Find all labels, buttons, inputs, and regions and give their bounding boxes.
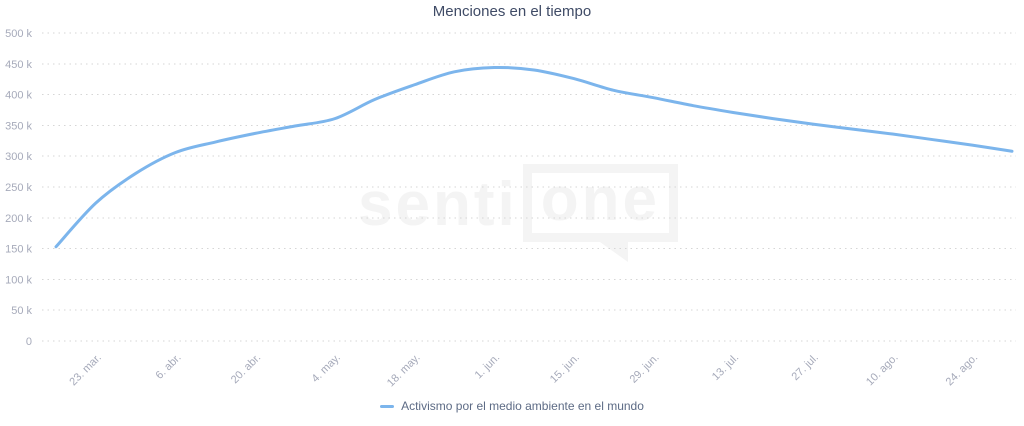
legend[interactable]: Activismo por el medio ambiente en el mu… [0,399,1024,413]
y-axis-label: 100 k [5,274,32,286]
y-axis-label: 0 [26,336,32,348]
x-axis-label: 6. abr. [154,352,184,382]
y-axis-label: 150 k [5,244,32,256]
x-axis-label: 27. jul. [790,352,821,383]
series-line[interactable] [54,65,1014,249]
y-axis-label: 250 k [5,182,32,194]
x-axis-label: 15. jun. [548,352,582,386]
x-axis-label: 1. jun. [473,352,503,382]
x-axis-label: 13. jul. [710,352,741,383]
x-axis-label: 23. mar. [67,352,104,389]
y-axis-label: 300 k [5,151,32,163]
watermark-bubble-tail [600,242,629,262]
watermark-text-senti: senti [358,170,518,239]
x-axis-label: 10. ago. [864,352,901,389]
y-axis-label: 400 k [5,90,32,102]
sentione-watermark: senti one [358,160,678,262]
y-axis-label: 350 k [5,120,32,132]
x-axis-label: 29. jun. [628,352,662,386]
watermark-speech-bubble-icon: one [522,164,678,262]
series-legend-label: Activismo por el medio ambiente en el mu… [401,399,644,413]
watermark-text-one: one [540,165,660,234]
x-axis-label: 18. may. [385,352,423,390]
x-axis-label: 20. abr. [229,352,263,386]
y-axis-label: 450 k [5,59,32,71]
y-axis-label: 50 k [11,305,32,317]
y-axis-label: 500 k [5,28,32,40]
chart-title: Menciones en el tiempo [432,3,592,20]
series-legend-marker-icon [380,404,395,408]
x-axis-label: 4. may. [310,352,343,385]
y-axis-label: 200 k [5,213,32,225]
x-axis-label: 24. ago. [944,352,981,389]
